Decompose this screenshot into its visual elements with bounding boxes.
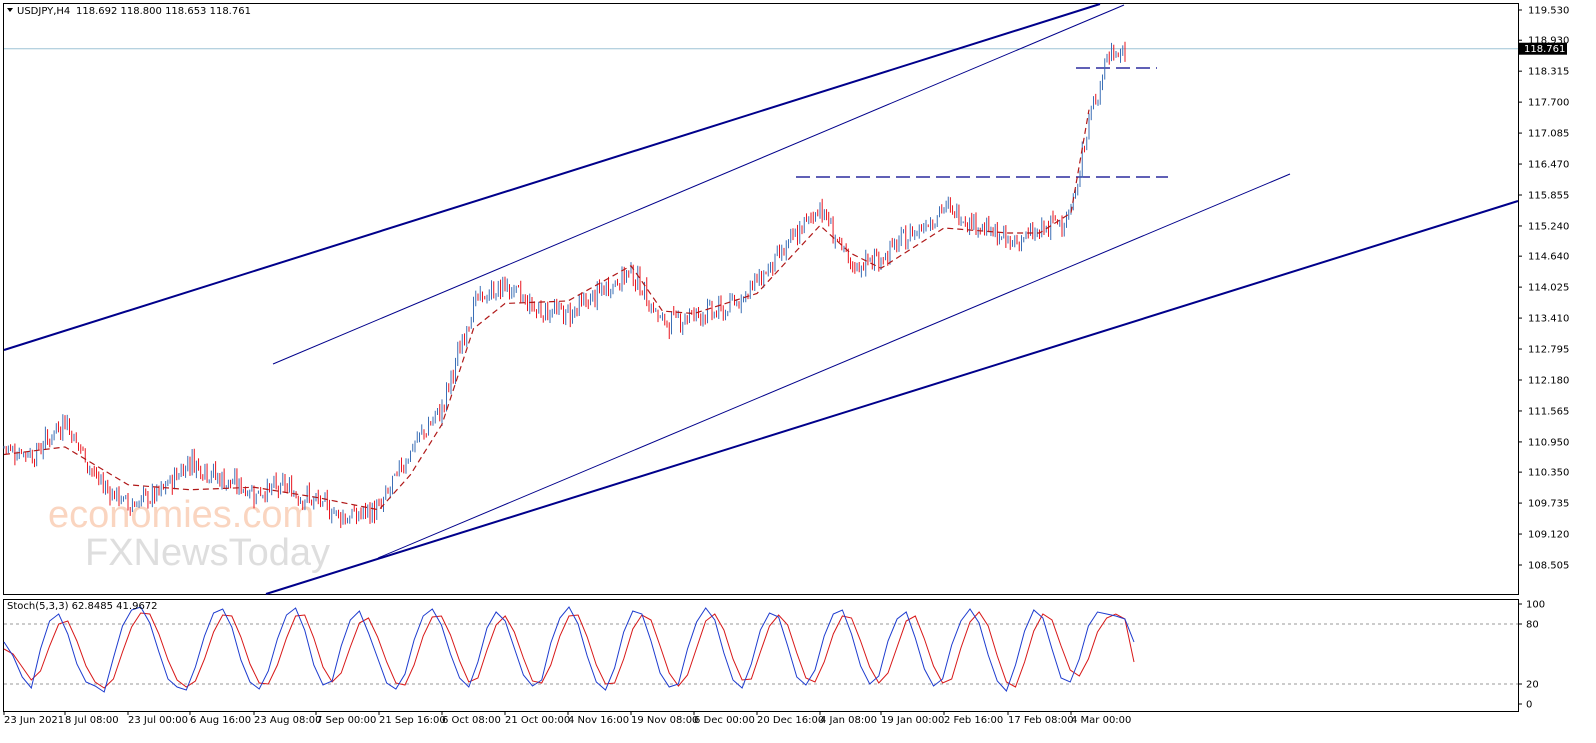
price-axis-tick-label: 108.505 <box>1528 561 1569 572</box>
price-axis-tick-label: 112.795 <box>1528 345 1569 356</box>
time-axis-tick-label: 6 Aug 16:00 <box>190 715 251 726</box>
time-axis-tick-label: 20 Dec 16:00 <box>757 715 824 726</box>
outer-channel-lower-trendline <box>265 200 1519 595</box>
time-axis-tick-label: 7 Sep 00:00 <box>316 715 376 726</box>
price-axis-tick-label: 117.085 <box>1528 129 1569 140</box>
price-axis-tick-label: 114.640 <box>1528 252 1569 263</box>
time-axis-tick-label: 21 Oct 00:00 <box>505 715 570 726</box>
time-axis-tick-label: 23 Jun 2021 <box>4 715 64 726</box>
stoch-signal-line <box>3 611 1135 689</box>
inner-channel-lower-trendline <box>377 173 1291 559</box>
ohlc-values: 118.692 118.800 118.653 118.761 <box>76 6 251 17</box>
stochastic-group <box>3 606 1135 693</box>
time-axis-tick-label: 6 Dec 00:00 <box>694 715 755 726</box>
time-axis-tick-label: 6 Oct 08:00 <box>442 715 501 726</box>
price-axis-tick-label: 119.530 <box>1528 6 1569 17</box>
time-axis-tick-label: 19 Jan 00:00 <box>881 715 944 726</box>
time-axis-tick-label: 23 Aug 08:00 <box>254 715 321 726</box>
price-axis-tick-label: 109.735 <box>1528 499 1569 510</box>
time-axis-tick-label: 17 Feb 08:00 <box>1008 715 1074 726</box>
time-axis-tick-label: 19 Nov 08:00 <box>631 715 698 726</box>
trendlines-group <box>3 3 1519 595</box>
symbol-dropdown-triangle-icon[interactable] <box>7 8 13 12</box>
time-axis-tick-label: 4 Nov 16:00 <box>568 715 629 726</box>
price-axis: 119.530 118.930 118.315 117.700 117.085 116.4… <box>1518 6 1569 711</box>
stoch-panel-frame <box>3 599 1519 712</box>
time-axis: 23 Jun 2021 8 Jul 08:00 23 Jul 00:00 6 Aug … <box>3 711 1131 726</box>
price-axis-tick-label: 118.930 <box>1528 36 1569 47</box>
time-axis-tick-label: 8 Jul 08:00 <box>65 715 119 726</box>
price-axis-tick-label: 111.565 <box>1528 406 1569 417</box>
price-axis-tick-label: 110.350 <box>1528 468 1569 479</box>
inner-channel-upper-trendline <box>272 4 1125 365</box>
stoch-axis-tick-label: 0 <box>1526 700 1532 711</box>
price-axis-tick-label: 114.025 <box>1528 283 1569 294</box>
stoch-main-line <box>3 606 1135 693</box>
time-axis-tick-label: 4 Jan 08:00 <box>820 715 877 726</box>
time-axis-tick-label: 21 Sep 16:00 <box>379 715 446 726</box>
time-axis-tick-label: 2 Feb 16:00 <box>944 715 1003 726</box>
price-axis-tick-label: 109.120 <box>1528 530 1569 541</box>
symbol-label: USDJPY,H4 <box>17 6 70 17</box>
price-axis-tick-label: 115.240 <box>1528 221 1569 232</box>
watermark-fxnewstoday: FXNewsToday <box>85 532 330 574</box>
moving-average-group <box>3 109 1090 511</box>
current-price-tag <box>1519 42 1567 55</box>
price-axis-tick-label: 117.700 <box>1528 98 1569 109</box>
price-axis-tick-label: 113.410 <box>1528 314 1569 325</box>
stoch-label: Stoch(5,3,3) 62.8485 41.9672 <box>7 601 158 612</box>
time-axis-tick-label: 23 Jul 00:00 <box>128 715 188 726</box>
price-axis-tick-label: 116.470 <box>1528 160 1569 171</box>
price-axis-tick-label: 110.950 <box>1528 437 1569 448</box>
time-axis-tick-label: 4 Mar 00:00 <box>1071 715 1131 726</box>
stoch-axis-tick-label: 20 <box>1526 680 1539 691</box>
moving-average-line <box>3 109 1090 511</box>
price-axis-tick-label: 115.855 <box>1528 191 1569 202</box>
stoch-axis-tick-label: 100 <box>1526 600 1545 611</box>
outer-channel-upper-trendline <box>3 3 1101 351</box>
candles-group <box>3 41 1126 529</box>
price-axis-tick-label: 112.180 <box>1528 376 1569 387</box>
stoch-axis-tick-label: 80 <box>1526 620 1539 631</box>
current-price-tag-text: 118.761 <box>1524 44 1565 55</box>
price-axis-tick-label: 118.315 <box>1528 67 1569 78</box>
watermark-economies: economies.com <box>48 494 314 536</box>
